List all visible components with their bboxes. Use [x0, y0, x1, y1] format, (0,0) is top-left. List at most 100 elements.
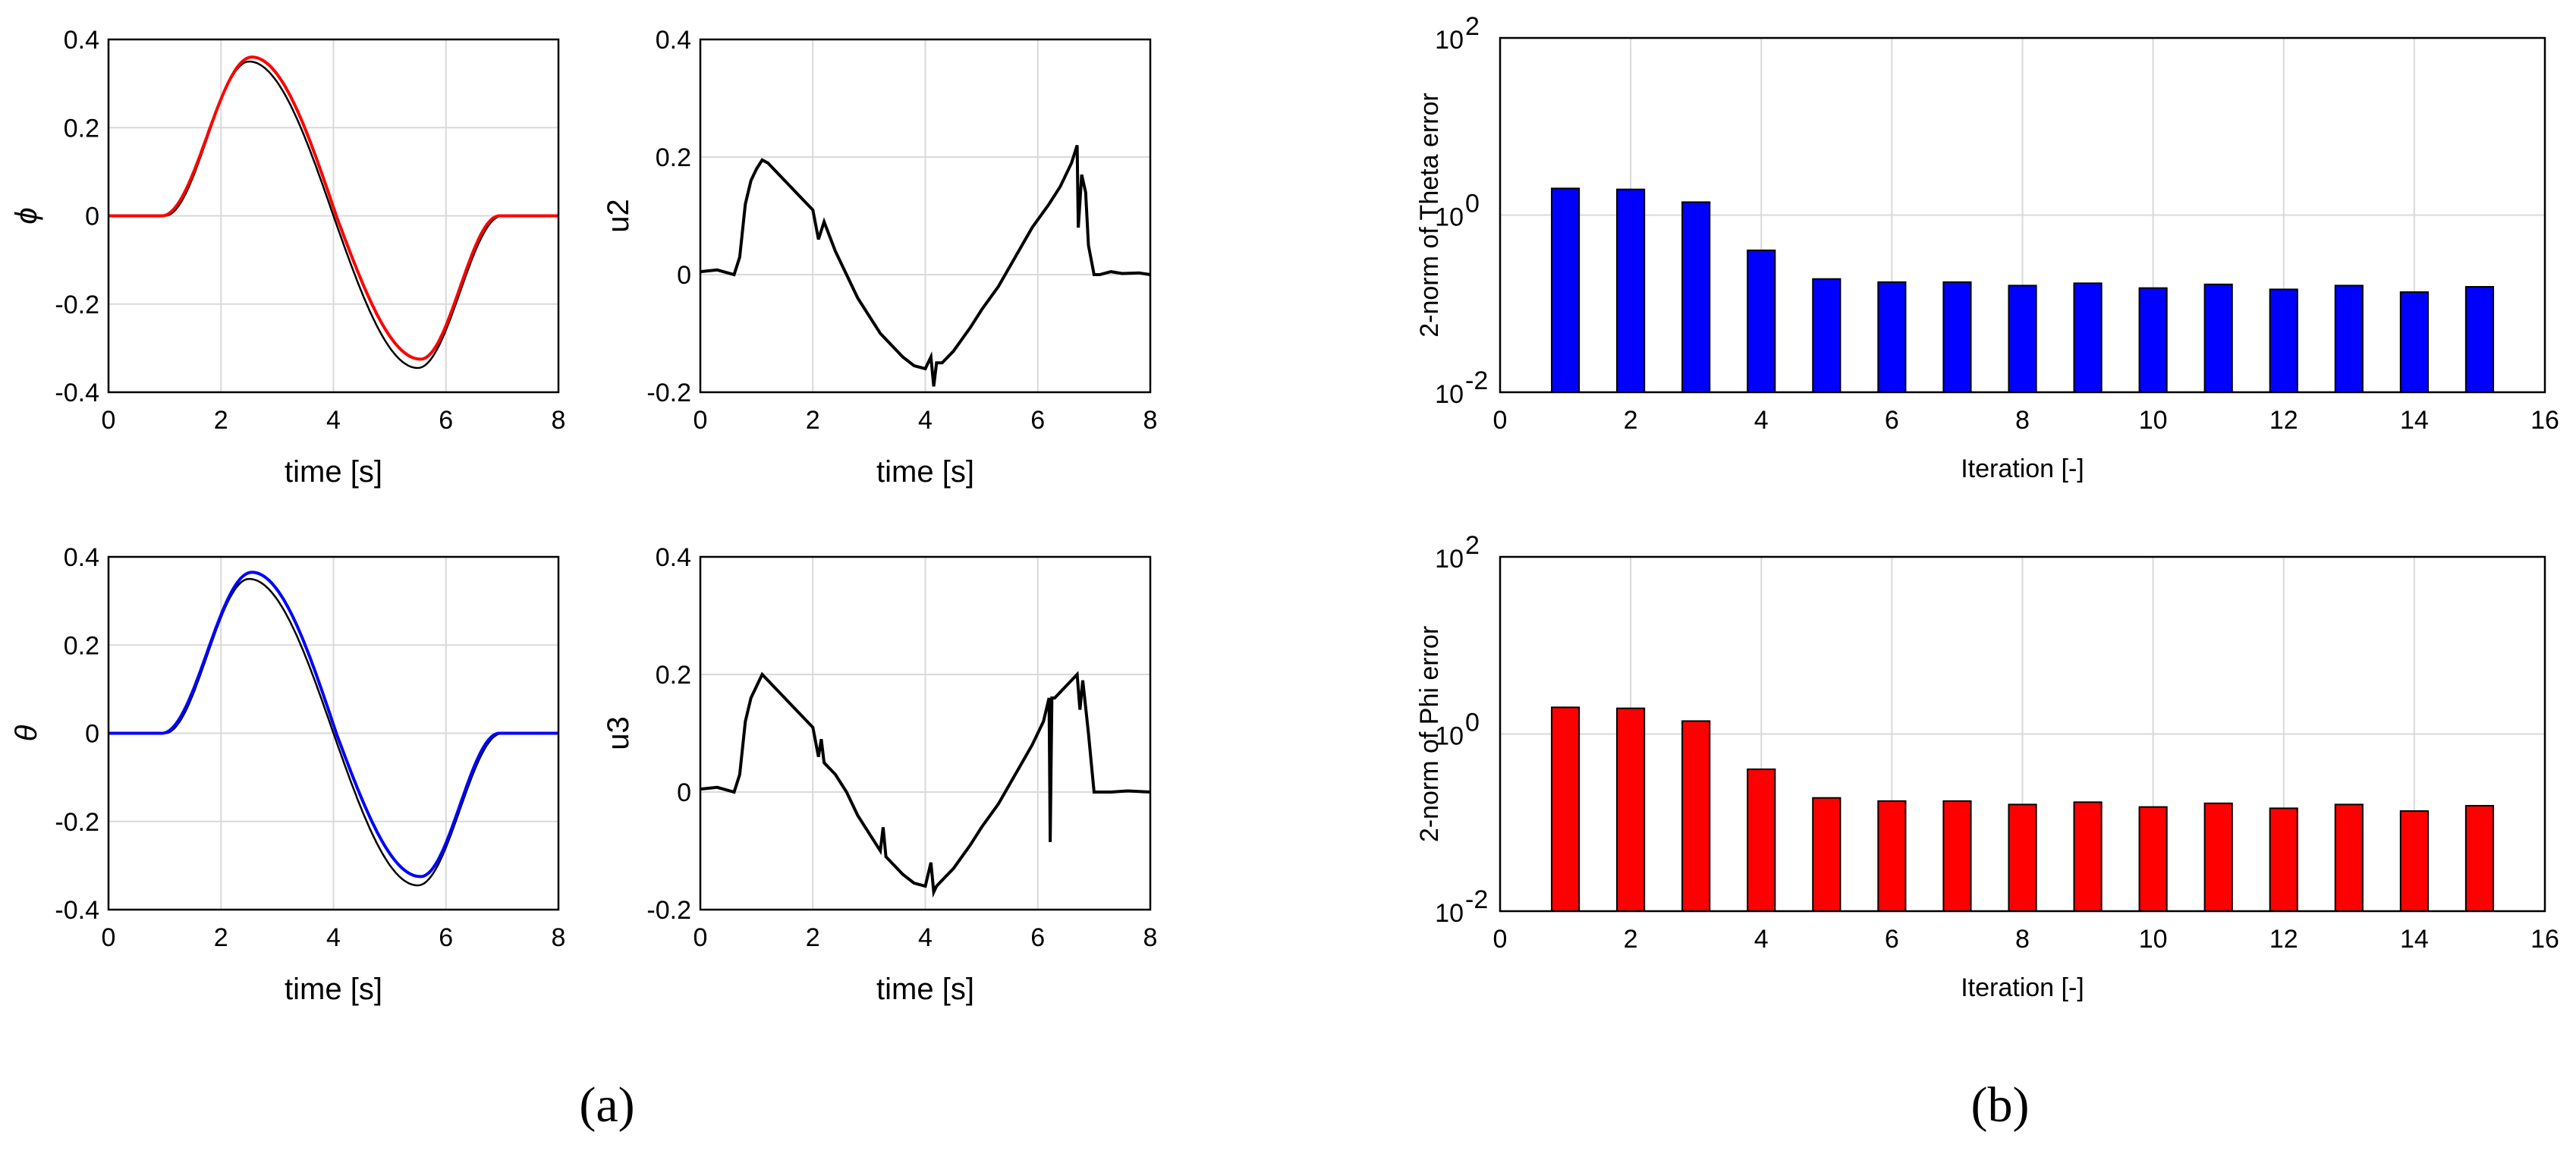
phi_error-bar — [2464, 805, 2495, 913]
phi_error-ytick-label-base: 10 — [1435, 545, 1464, 574]
theta_error-ytick-label-exp: 2 — [1465, 12, 1480, 41]
theta_error-bar — [2203, 283, 2233, 394]
u3-ylabel: u3 — [602, 716, 635, 750]
theta-xtick-label: 8 — [552, 923, 566, 952]
u3-xtick-label: 4 — [918, 923, 933, 952]
u2-xtick-label: 2 — [806, 406, 820, 435]
theta_error-xtick-label: 10 — [2139, 406, 2168, 435]
theta_error-bar — [1942, 281, 1972, 393]
theta-ylabel: θ — [10, 725, 43, 741]
phi-series-reference — [109, 60, 558, 369]
phi-xtick-label: 4 — [326, 406, 341, 435]
theta_error-bar — [2138, 287, 2168, 393]
u2-xlabel: time [s] — [876, 455, 974, 489]
phi-ylabel: ϕ — [10, 207, 43, 224]
theta_error-ytick-label-base: 10 — [1435, 203, 1464, 232]
theta-ytick-label: -0.2 — [55, 808, 99, 837]
phi_error-ytick-label-exp: -2 — [1465, 885, 1488, 914]
u3-ytick-label: 0.2 — [656, 661, 691, 690]
theta_error-frame — [1499, 36, 2546, 394]
theta_error-xtick-label: 4 — [1754, 406, 1769, 435]
phi_error-ytick-label-base: 10 — [1435, 899, 1464, 928]
chart-theta: 0 2 4 6 8 -0.4 -0.2 0 0.2 0.4 time [s] θ — [10, 543, 565, 1006]
phi_error-xtick-label: 6 — [1885, 925, 1899, 954]
phi_error-bar — [2399, 810, 2429, 913]
phi_error-bar — [1877, 800, 1907, 913]
u2-ytick-label: 0.2 — [656, 143, 691, 172]
phi-xtick-label: 6 — [439, 406, 453, 435]
phi_error-bar — [1747, 768, 1776, 912]
phi-xlabel: time [s] — [285, 455, 382, 489]
theta-series-measured — [109, 571, 558, 879]
phi_error-bar — [1942, 800, 1972, 913]
theta-ytick-label: 0.2 — [64, 631, 99, 660]
theta_error-bar — [2269, 288, 2298, 393]
u3-xtick-label: 8 — [1143, 923, 1158, 952]
theta_error-xtick-label: 16 — [2530, 406, 2559, 435]
theta_error-ylabel: 2-norm of Theta error — [1415, 93, 1444, 338]
phi_error-ytick-label-exp: 2 — [1465, 531, 1480, 560]
theta-ytick-label: 0 — [85, 720, 99, 749]
u3-xtick-label: 6 — [1030, 923, 1045, 952]
phi_error-xtick-label: 0 — [1493, 925, 1508, 954]
phi_error-xtick-label: 12 — [2269, 925, 2298, 954]
theta_error-bar — [1877, 281, 1907, 393]
phi_error-xtick-label: 16 — [2530, 925, 2559, 954]
theta_error-bar — [2334, 284, 2364, 394]
u2-xtick-label: 0 — [694, 406, 708, 435]
phi_error-bar — [2138, 806, 2168, 913]
theta-ytick-label: -0.4 — [55, 896, 99, 925]
theta_error-bar — [1616, 188, 1646, 393]
u3-xtick-label: 2 — [806, 923, 820, 952]
u3-series-u3 — [700, 671, 1151, 898]
theta-xtick-label: 2 — [214, 923, 228, 952]
panel-label-a: (a) — [579, 1077, 634, 1133]
theta_error-bar — [1747, 249, 1776, 393]
theta_error-ytick-label-base: 10 — [1435, 26, 1464, 55]
phi_error-bar — [2008, 803, 2037, 912]
theta-xtick-label: 0 — [102, 923, 116, 952]
u3-ytick-label: 0.4 — [656, 543, 691, 572]
u2-ylabel: u2 — [602, 199, 635, 233]
phi_error-xtick-label: 2 — [1624, 925, 1638, 954]
phi_error-xtick-label: 4 — [1754, 925, 1769, 954]
theta_error-xtick-label: 12 — [2269, 406, 2298, 435]
phi_error-bar — [2203, 802, 2233, 913]
phi-ytick-label: 0.2 — [64, 114, 99, 143]
u2-frame — [699, 38, 1152, 394]
u2-ytick-label: 0.4 — [656, 26, 691, 55]
phi_error-xlabel: Iteration [-] — [1961, 973, 2084, 1002]
u3-frame — [699, 555, 1152, 911]
u2-ytick-label: 0 — [677, 261, 691, 290]
theta-ytick-label: 0.4 — [64, 543, 99, 572]
theta_error-bar — [2399, 291, 2429, 393]
phi_error-frame — [1499, 555, 2546, 913]
charts-root: 0 2 4 6 8 -0.4 -0.2 0 0.2 0.4 time [s] ϕ 0 2 4 6 8 -0.2 0 0… — [10, 12, 2559, 1006]
phi-ytick-label: 0 — [85, 203, 99, 231]
phi_error-xtick-label: 8 — [2015, 925, 2030, 954]
u2-series-u2 — [700, 144, 1151, 387]
theta-xtick-label: 6 — [439, 923, 453, 952]
phi_error-ytick-label-base: 10 — [1435, 722, 1464, 751]
phi-frame — [107, 38, 560, 394]
phi_error-bar — [2269, 807, 2298, 912]
phi_error-bar — [1616, 707, 1646, 913]
theta_error-xtick-label: 14 — [2400, 406, 2429, 435]
theta_error-bar — [1812, 278, 1842, 393]
theta_error-ytick-label-exp: -2 — [1465, 366, 1488, 395]
phi-xtick-label: 8 — [552, 406, 566, 435]
phi_error-bar — [2334, 803, 2364, 912]
theta-xtick-label: 4 — [326, 923, 341, 952]
phi_error-bar — [1550, 706, 1581, 912]
u2-xtick-label: 6 — [1030, 406, 1045, 435]
theta_error-bar — [1681, 201, 1711, 393]
theta_error-bar — [2464, 286, 2495, 393]
phi_error-ylabel: 2-norm of Phi error — [1415, 626, 1444, 842]
theta_error-bar — [1550, 187, 1581, 394]
phi-series-measured — [109, 55, 558, 361]
u3-ytick-label: -0.2 — [646, 896, 691, 925]
